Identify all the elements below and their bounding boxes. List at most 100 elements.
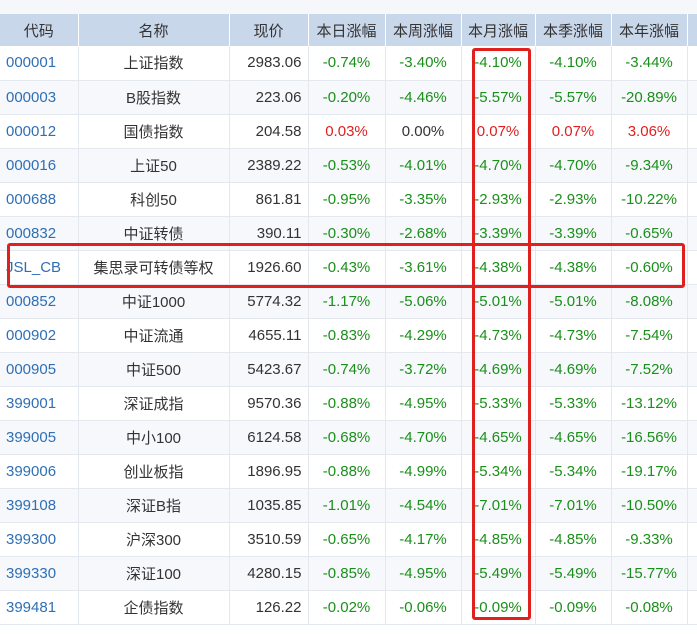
cell-code[interactable]: 399108: [0, 488, 79, 523]
cell-week-change: -3.35%: [385, 182, 462, 217]
cell-quarter-change: -3.39%: [535, 216, 612, 251]
cell-code[interactable]: 399005: [0, 420, 79, 455]
cell-name: 沪深300: [78, 522, 230, 557]
cell-overflow: [687, 488, 697, 523]
cell-price: 126.22: [229, 590, 309, 625]
cell-quarter-change: -5.34%: [535, 454, 612, 489]
cell-day-change: -0.02%: [308, 590, 386, 625]
cell-week-change: -3.40%: [385, 46, 462, 81]
cell-day-change: -0.88%: [308, 386, 386, 421]
cell-quarter-change: -4.65%: [535, 420, 612, 455]
cell-quarter-change: 0.07%: [535, 114, 612, 149]
cell-code[interactable]: 000832: [0, 216, 79, 251]
cell-quarter-change: -5.57%: [535, 80, 612, 115]
cell-price: 390.11: [229, 216, 309, 251]
cell-name: 深证B指: [78, 488, 230, 523]
cell-month-change: -0.09%: [461, 590, 536, 625]
cell-code[interactable]: 000003: [0, 80, 79, 115]
cell-week-change: -4.46%: [385, 80, 462, 115]
index-table: 代码 名称 现价 本日涨幅 本周涨幅 本月涨幅 本季涨幅 本年涨幅 000001…: [0, 14, 697, 625]
col-header-day-change[interactable]: 本日涨幅: [308, 14, 386, 46]
cell-week-change: -3.61%: [385, 250, 462, 285]
cell-week-change: -0.06%: [385, 590, 462, 625]
table-row: 399001 深证成指 9570.36 -0.88% -4.95% -5.33% -5.33…: [0, 386, 697, 421]
col-header-week-change[interactable]: 本周涨幅: [385, 14, 462, 46]
cell-week-change: -4.95%: [385, 556, 462, 591]
cell-month-change: -5.01%: [461, 284, 536, 319]
cell-overflow: [687, 352, 697, 387]
cell-price: 4280.15: [229, 556, 309, 591]
table-row: 000905 中证500 5423.67 -0.74% -3.72% -4.69% -4.6…: [0, 352, 697, 387]
cell-code[interactable]: 000016: [0, 148, 79, 183]
col-header-code[interactable]: 代码: [0, 14, 79, 46]
cell-name: 上证指数: [78, 46, 230, 81]
cell-month-change: -5.49%: [461, 556, 536, 591]
cell-price: 6124.58: [229, 420, 309, 455]
cell-week-change: -4.99%: [385, 454, 462, 489]
cell-price: 1896.95: [229, 454, 309, 489]
cell-name: 集思录可转债等权: [78, 250, 230, 285]
cell-day-change: -0.20%: [308, 80, 386, 115]
cell-month-change: -2.93%: [461, 182, 536, 217]
cell-quarter-change: -5.33%: [535, 386, 612, 421]
cell-year-change: -20.89%: [611, 80, 688, 115]
cell-month-change: -5.34%: [461, 454, 536, 489]
cell-month-change: 0.07%: [461, 114, 536, 149]
cell-code[interactable]: 000905: [0, 352, 79, 387]
cell-code[interactable]: 399330: [0, 556, 79, 591]
cell-overflow: [687, 590, 697, 625]
cell-code[interactable]: JSL_CB: [0, 250, 79, 285]
cell-month-change: -7.01%: [461, 488, 536, 523]
cell-price: 204.58: [229, 114, 309, 149]
cell-code[interactable]: 399300: [0, 522, 79, 557]
cell-quarter-change: -0.09%: [535, 590, 612, 625]
table-row: 399006 创业板指 1896.95 -0.88% -4.99% -5.34% -5.34…: [0, 454, 697, 489]
cell-year-change: -9.34%: [611, 148, 688, 183]
cell-day-change: -0.43%: [308, 250, 386, 285]
cell-year-change: -9.33%: [611, 522, 688, 557]
cell-code[interactable]: 399001: [0, 386, 79, 421]
cell-week-change: -4.29%: [385, 318, 462, 353]
table-row: 399108 深证B指 1035.85 -1.01% -4.54% -7.01% -7.01…: [0, 488, 697, 523]
table-row: 000001 上证指数 2983.06 -0.74% -3.40% -4.10% -4.10…: [0, 46, 697, 81]
table-row: 399481 企债指数 126.22 -0.02% -0.06% -0.09% -0.09%…: [0, 590, 697, 625]
cell-quarter-change: -5.01%: [535, 284, 612, 319]
cell-year-change: -0.65%: [611, 216, 688, 251]
col-header-year-change[interactable]: 本年涨幅: [611, 14, 688, 46]
cell-month-change: -4.69%: [461, 352, 536, 387]
truncated-top-bar: [0, 0, 697, 14]
cell-year-change: -15.77%: [611, 556, 688, 591]
cell-code[interactable]: 399006: [0, 454, 79, 489]
table-row: 000852 中证1000 5774.32 -1.17% -5.06% -5.01% -5.…: [0, 284, 697, 319]
cell-code[interactable]: 399481: [0, 590, 79, 625]
cell-price: 9570.36: [229, 386, 309, 421]
col-header-quarter-change[interactable]: 本季涨幅: [535, 14, 612, 46]
col-header-month-change[interactable]: 本月涨幅: [461, 14, 536, 46]
cell-overflow: [687, 148, 697, 183]
cell-day-change: -1.17%: [308, 284, 386, 319]
cell-month-change: -4.85%: [461, 522, 536, 557]
cell-code[interactable]: 000012: [0, 114, 79, 149]
cell-quarter-change: -7.01%: [535, 488, 612, 523]
cell-week-change: -5.06%: [385, 284, 462, 319]
cell-name: 上证50: [78, 148, 230, 183]
col-header-price[interactable]: 现价: [229, 14, 309, 46]
cell-year-change: -8.08%: [611, 284, 688, 319]
cell-code[interactable]: 000902: [0, 318, 79, 353]
cell-overflow: [687, 284, 697, 319]
cell-code[interactable]: 000688: [0, 182, 79, 217]
cell-month-change: -4.73%: [461, 318, 536, 353]
cell-year-change: 3.06%: [611, 114, 688, 149]
cell-code[interactable]: 000852: [0, 284, 79, 319]
cell-overflow: [687, 454, 697, 489]
cell-name: 深证成指: [78, 386, 230, 421]
table-row: JSL_CB 集思录可转债等权 1926.60 -0.43% -3.61% -4.38% -…: [0, 250, 697, 285]
cell-week-change: -4.17%: [385, 522, 462, 557]
cell-day-change: -1.01%: [308, 488, 386, 523]
cell-price: 861.81: [229, 182, 309, 217]
cell-code[interactable]: 000001: [0, 46, 79, 81]
cell-year-change: -7.54%: [611, 318, 688, 353]
col-header-name[interactable]: 名称: [78, 14, 230, 46]
table-header-row: 代码 名称 现价 本日涨幅 本周涨幅 本月涨幅 本季涨幅 本年涨幅: [0, 14, 697, 46]
cell-price: 3510.59: [229, 522, 309, 557]
